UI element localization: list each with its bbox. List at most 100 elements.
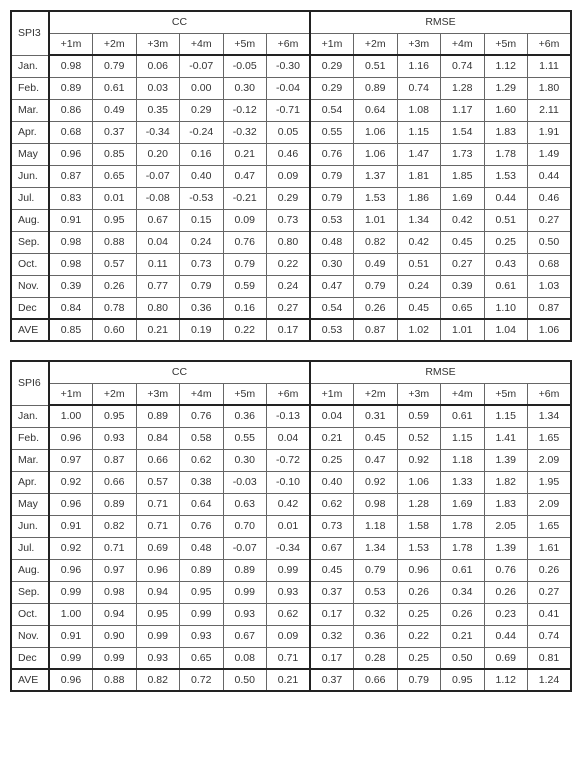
subcol-header: +2m [354, 33, 398, 55]
cell-value: 0.49 [354, 253, 398, 275]
cell-value: 0.29 [310, 77, 354, 99]
table-row: Jul.0.830.01-0.08-0.53-0.210.290.791.531… [11, 187, 571, 209]
cell-value: 0.61 [441, 405, 485, 427]
group-header: RMSE [310, 361, 571, 383]
cell-value: 0.87 [93, 449, 137, 471]
cell-value: 1.24 [528, 669, 572, 691]
cell-value: 0.37 [310, 669, 354, 691]
cell-value: -0.13 [267, 405, 311, 427]
table-row: Jul.0.920.710.690.48-0.07-0.340.671.341.… [11, 537, 571, 559]
cell-value: 0.79 [310, 187, 354, 209]
cell-value: 0.20 [136, 143, 180, 165]
cell-value: 0.97 [49, 449, 93, 471]
cell-value: 0.93 [180, 625, 224, 647]
cell-value: -0.12 [223, 99, 267, 121]
table-row: Apr.0.680.37-0.34-0.24-0.320.050.551.061… [11, 121, 571, 143]
cell-value: 0.08 [223, 647, 267, 669]
cell-value: 0.01 [93, 187, 137, 209]
cell-value: 1.34 [528, 405, 572, 427]
subcol-header: +1m [49, 33, 93, 55]
group-header: RMSE [310, 11, 571, 33]
row-label: Feb. [11, 427, 49, 449]
cell-value: 0.39 [49, 275, 93, 297]
subcol-header: +5m [484, 33, 528, 55]
cell-value: 0.27 [528, 581, 572, 603]
subcol-header: +3m [397, 383, 441, 405]
cell-value: 1.16 [397, 55, 441, 77]
table-row: Oct.0.980.570.110.730.790.220.300.490.51… [11, 253, 571, 275]
cell-value: 0.44 [484, 625, 528, 647]
cell-value: 0.37 [310, 581, 354, 603]
subcol-header: +6m [267, 383, 311, 405]
cell-value: 0.55 [310, 121, 354, 143]
table-row: Nov.0.390.260.770.790.590.240.470.790.24… [11, 275, 571, 297]
row-label: Dec [11, 297, 49, 319]
cell-value: 0.21 [223, 143, 267, 165]
cell-value: 0.22 [223, 319, 267, 341]
cell-value: 0.27 [528, 209, 572, 231]
cell-value: 0.88 [93, 669, 137, 691]
cell-value: 0.26 [93, 275, 137, 297]
cell-value: 0.30 [223, 449, 267, 471]
cell-value: 0.46 [528, 187, 572, 209]
cell-value: 0.09 [267, 625, 311, 647]
cell-value: 0.48 [310, 231, 354, 253]
cell-value: 0.53 [310, 209, 354, 231]
cell-value: 1.15 [484, 405, 528, 427]
cell-value: 1.12 [484, 669, 528, 691]
cell-value: 0.87 [528, 297, 572, 319]
cell-value: 0.26 [484, 581, 528, 603]
cell-value: 0.31 [354, 405, 398, 427]
cell-value: 0.27 [267, 297, 311, 319]
cell-value: 2.09 [528, 493, 572, 515]
cell-value: 0.21 [441, 625, 485, 647]
subcol-header: +3m [136, 33, 180, 55]
cell-value: 0.76 [223, 231, 267, 253]
cell-value: 0.67 [310, 537, 354, 559]
cell-value: 0.04 [310, 405, 354, 427]
cell-value: 0.71 [267, 647, 311, 669]
cell-value: 1.47 [397, 143, 441, 165]
cell-value: 0.71 [136, 493, 180, 515]
cell-value: 1.02 [397, 319, 441, 341]
cell-value: 1.37 [354, 165, 398, 187]
cell-value: 1.78 [484, 143, 528, 165]
cell-value: 0.65 [441, 297, 485, 319]
row-label: Nov. [11, 275, 49, 297]
cell-value: 1.34 [397, 209, 441, 231]
cell-value: 0.76 [484, 559, 528, 581]
cell-value: 0.66 [354, 669, 398, 691]
cell-value: 0.94 [93, 603, 137, 625]
row-label: Nov. [11, 625, 49, 647]
cell-value: 0.89 [180, 559, 224, 581]
cell-value: 0.68 [528, 253, 572, 275]
table-row: Jan.1.000.950.890.760.36-0.130.040.310.5… [11, 405, 571, 427]
cell-value: -0.03 [223, 471, 267, 493]
cell-value: 1.54 [441, 121, 485, 143]
cell-value: 0.44 [528, 165, 572, 187]
cell-value: 0.16 [223, 297, 267, 319]
cell-value: 0.73 [267, 209, 311, 231]
cell-value: 0.53 [310, 319, 354, 341]
cell-value: 0.65 [93, 165, 137, 187]
table-row: Feb.0.890.610.030.000.30-0.040.290.890.7… [11, 77, 571, 99]
row-label: Jan. [11, 405, 49, 427]
cell-value: 0.91 [49, 209, 93, 231]
cell-value: 1.69 [441, 493, 485, 515]
subcol-header: +5m [223, 383, 267, 405]
cell-value: 0.21 [267, 669, 311, 691]
cell-value: -0.34 [267, 537, 311, 559]
cell-value: 0.40 [180, 165, 224, 187]
cell-value: 0.29 [267, 187, 311, 209]
cell-value: 0.26 [354, 297, 398, 319]
subcol-header: +1m [310, 383, 354, 405]
cell-value: 0.04 [136, 231, 180, 253]
cell-value: 0.29 [180, 99, 224, 121]
cell-value: 0.38 [180, 471, 224, 493]
table-row: Apr.0.920.660.570.38-0.03-0.100.400.921.… [11, 471, 571, 493]
cell-value: 0.71 [136, 515, 180, 537]
cell-value: 0.95 [441, 669, 485, 691]
subcol-header: +1m [310, 33, 354, 55]
cell-value: 0.89 [223, 559, 267, 581]
cell-value: 0.99 [223, 581, 267, 603]
